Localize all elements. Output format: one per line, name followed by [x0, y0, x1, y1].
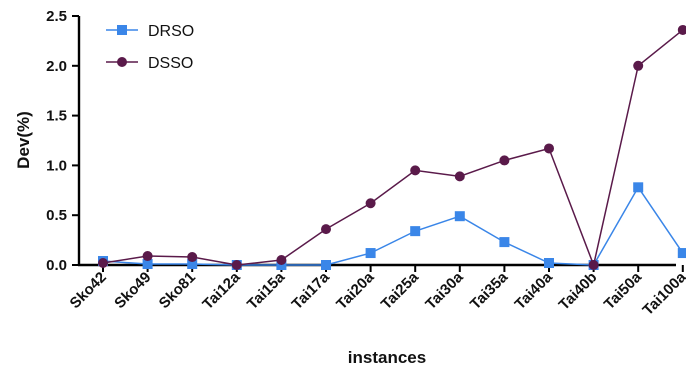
data-point-dsso: [454, 171, 465, 182]
x-tick-label: Tai100a: [639, 268, 686, 319]
data-point-dsso: [544, 143, 554, 154]
x-tick-label: Tai12a: [199, 268, 244, 313]
x-tick-label: Sko49: [111, 269, 154, 312]
legend: DRSO DSSO: [106, 23, 194, 72]
data-point-dsso: [677, 24, 686, 35]
data-series: [98, 24, 686, 270]
data-point-dsso: [365, 198, 376, 209]
x-tick-label: Tai25a: [378, 268, 423, 313]
data-point-dsso: [499, 155, 510, 166]
data-point-dsso: [633, 60, 644, 71]
x-tick-label: Tai35a: [467, 268, 512, 313]
data-point-drso: [187, 259, 198, 270]
y-tick-label: 2.0: [46, 58, 67, 75]
x-tick-label: Sko42: [67, 269, 110, 312]
data-point-drso: [677, 248, 686, 259]
y-tick-label: 0.0: [46, 257, 67, 274]
x-axis-title: instances: [348, 348, 426, 367]
data-point-drso: [499, 237, 510, 248]
y-tick-label: 1.0: [46, 157, 67, 174]
data-point-drso: [410, 226, 421, 237]
x-tick-label: Tai30a: [422, 268, 467, 313]
x-tick-label: Sko81: [156, 269, 199, 312]
x-tick-label: Tai17a: [289, 268, 334, 313]
data-point-dsso: [321, 224, 331, 235]
legend-label-drso: DRSO: [148, 23, 194, 40]
y-ticks: 0.0 0.5 1.0 1.5 2.0 2.5: [46, 8, 79, 274]
y-axis-title: Dev(%): [14, 111, 33, 169]
data-point-drso: [365, 248, 376, 259]
x-tick-label: Tai40b: [556, 269, 601, 314]
data-point-dsso: [588, 260, 599, 270]
legend-marker-drso: [117, 25, 127, 35]
x-tick-label: Tai40a: [512, 268, 557, 313]
y-tick-label: 1.5: [46, 108, 67, 125]
legend-marker-dsso: [117, 57, 127, 67]
y-tick-label: 2.5: [46, 8, 67, 25]
data-point-drso: [454, 211, 465, 222]
series-line-dsso: [102, 29, 684, 268]
data-point-dsso: [410, 165, 421, 176]
x-tick-label: Tai15a: [244, 268, 289, 313]
x-tick-label: Tai20a: [333, 268, 378, 313]
data-point-dsso: [187, 252, 198, 263]
chart-axes: [77, 16, 676, 267]
data-point-dsso: [98, 258, 108, 269]
x-ticks: Sko42 Sko49 Sko81 Tai12a Tai15a Tai17a Tai20a T…: [67, 265, 686, 319]
data-point-drso: [544, 258, 554, 269]
data-point-dsso: [142, 251, 153, 262]
data-point-drso: [321, 260, 331, 270]
legend-label-dsso: DSSO: [148, 55, 193, 72]
y-tick-label: 0.5: [46, 207, 67, 224]
series-line-drso: [102, 185, 684, 266]
data-point-dsso: [231, 260, 242, 270]
data-point-drso: [633, 182, 644, 193]
data-point-dsso: [276, 255, 287, 266]
data-point-drso: [142, 259, 153, 270]
